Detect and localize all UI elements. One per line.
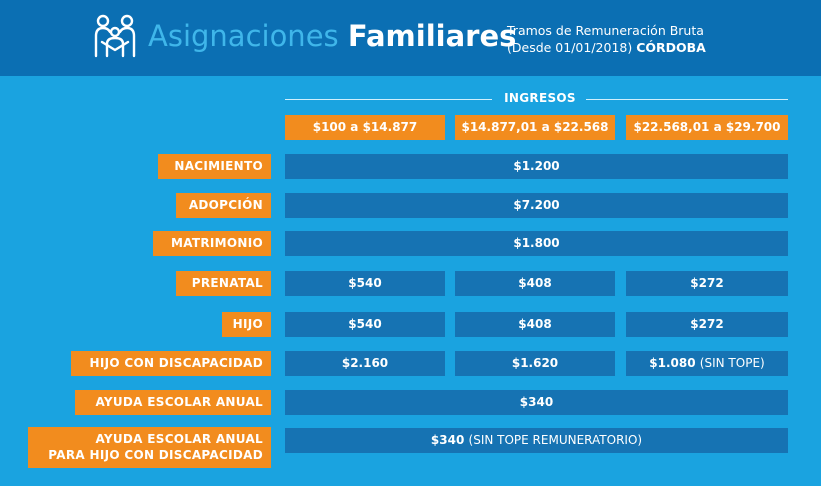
value-cell: $408 [455,271,615,296]
value-cell: $1.800 [285,231,788,256]
row-label: HIJO [222,312,271,337]
row-label: PRENATAL [176,271,271,296]
subtitle: Tramos de Remuneración Bruta (Desde 01/0… [507,22,706,56]
value-cell: $340 [285,390,788,415]
range-header: $14.877,01 a $22.568 [455,115,615,140]
value-amount: $1.080 [649,356,696,370]
subtitle-line1: Tramos de Remuneración Bruta [507,23,704,38]
value-cell: $340 (SIN TOPE REMUNERATORIO) [285,428,788,453]
row-label: AYUDA ESCOLAR ANUAL [75,390,271,415]
family-icon [94,14,136,58]
value-cell: $540 [285,312,445,337]
range-header: $100 a $14.877 [285,115,445,140]
subtitle-date: (Desde 01/01/2018) [507,40,633,55]
ingresos-divider-right [586,99,788,100]
value-note: (SIN TOPE) [699,356,765,370]
row-label: MATRIMONIO [153,231,271,256]
value-note: (SIN TOPE REMUNERATORIO) [468,433,643,447]
row-label-line1: AYUDA ESCOLAR ANUAL [95,432,263,446]
subtitle-province: CÓRDOBA [636,40,706,55]
value-cell: $1.200 [285,154,788,179]
row-label: ADOPCIÓN [176,193,271,218]
row-label: HIJO CON DISCAPACIDAD [71,351,271,376]
value-cell: $408 [455,312,615,337]
row-label: NACIMIENTO [158,154,271,179]
value-cell: $1.620 [455,351,615,376]
title-light: Asignaciones [148,19,339,53]
value-cell: $272 [626,271,788,296]
ingresos-label: INGRESOS [504,91,576,105]
value-cell: $7.200 [285,193,788,218]
value-cell: $1.080 (SIN TOPE) [626,351,788,376]
ingresos-divider-left [285,99,492,100]
header-banner: Asignaciones Familiares Tramos de Remune… [0,0,821,76]
range-header: $22.568,01 a $29.700 [626,115,788,140]
title-bold: Familiares [347,19,517,53]
subtitle-line2: (Desde 01/01/2018) CÓRDOBA [507,39,706,56]
row-label: AYUDA ESCOLAR ANUAL PARA HIJO CON DISCAP… [28,427,271,468]
value-cell: $2.160 [285,351,445,376]
row-label-line2: PARA HIJO CON DISCAPACIDAD [48,448,263,462]
value-amount: $340 [430,433,465,447]
value-cell: $272 [626,312,788,337]
page-title: Asignaciones Familiares [148,19,516,53]
value-cell: $540 [285,271,445,296]
